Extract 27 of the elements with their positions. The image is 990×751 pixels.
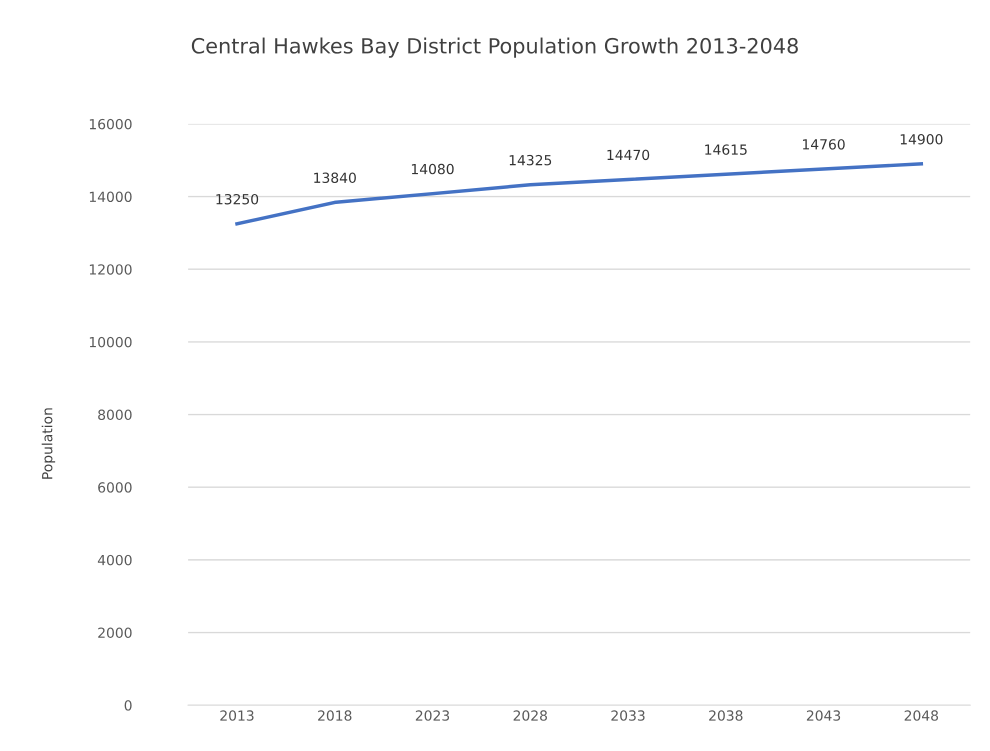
y-axis-title: Population [42, 408, 56, 479]
y-tick-label: 8000 [98, 410, 132, 420]
data-label: 14325 [510, 154, 552, 166]
data-label: 14470 [607, 150, 650, 160]
y-tick-label: 0 [124, 700, 132, 711]
y-tick-label: 6000 [98, 482, 132, 493]
y-tick-label: 10000 [90, 336, 132, 348]
data-label: 13840 [314, 172, 356, 184]
y-tick-label: 16000 [90, 118, 132, 130]
x-tick-label: 2033 [611, 710, 645, 721]
x-tick-label: 2048 [904, 710, 938, 721]
y-tick-label: 2000 [98, 628, 132, 638]
data-label: 14615 [705, 144, 747, 155]
x-tick-label: 2013 [220, 710, 254, 721]
x-tick-label: 2023 [416, 710, 450, 721]
y-tick-label: 12000 [90, 264, 132, 275]
data-label: 13250 [216, 194, 258, 204]
data-label: 14080 [412, 164, 454, 174]
x-tick-label: 2028 [514, 710, 547, 721]
chart-title: Central Hawkes Bay District Population Growth 2013-2048 [192, 38, 798, 58]
x-tick-label: 2038 [709, 710, 743, 721]
x-tick-label: 2018 [318, 710, 352, 721]
data-label: 14760 [802, 139, 845, 150]
y-tick-label: 14000 [90, 192, 132, 202]
data-label: 14900 [900, 134, 942, 145]
y-tick-label: 4000 [98, 554, 132, 566]
x-tick-label: 2043 [806, 710, 840, 721]
